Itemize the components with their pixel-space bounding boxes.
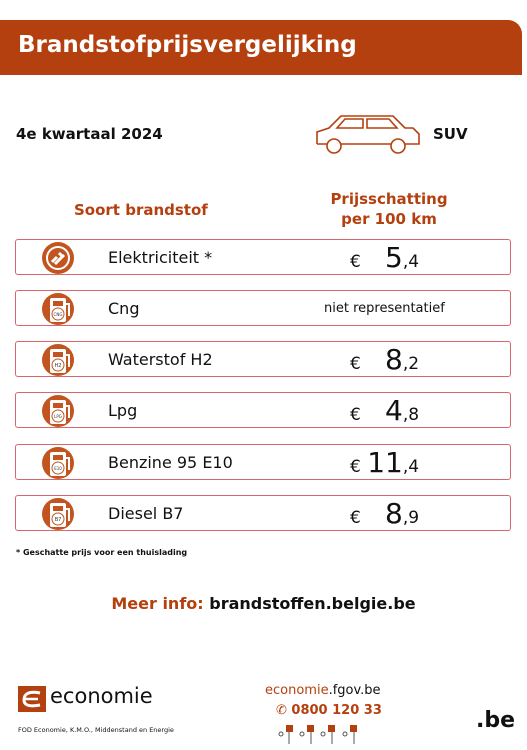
- car-icon: [316, 115, 420, 154]
- price-whole: 4: [385, 394, 403, 427]
- currency: €: [350, 354, 361, 374]
- price-whole: 11: [367, 446, 403, 479]
- price-fraction: ,4: [402, 457, 420, 477]
- currency: €: [350, 405, 361, 425]
- price-fraction: ,2: [402, 354, 420, 374]
- title: Brandstofprijsvergelijking: [18, 32, 357, 58]
- header-line: Prijsschatting: [330, 190, 448, 208]
- fuel-icon: CNG: [42, 293, 74, 325]
- price-fraction: ,8: [402, 405, 420, 425]
- social-icons: [278, 725, 357, 744]
- price: €5,4: [350, 241, 419, 274]
- price-fraction: ,4: [402, 252, 420, 272]
- currency: €: [350, 508, 361, 528]
- fuel-row: CNG Cng niet representatief: [15, 290, 511, 326]
- column-header: Prijsschatting per 100 km: [318, 189, 460, 229]
- price-whole: 8: [385, 497, 403, 530]
- price-whole: 5: [385, 241, 403, 274]
- footnote: * Geschatte prijs voor een thuislading: [16, 548, 188, 557]
- website[interactable]: economie.fgov.be: [265, 683, 381, 698]
- currency: €: [350, 252, 361, 272]
- fuel-name: Lpg: [108, 401, 138, 420]
- icon-label: CNG: [54, 312, 63, 317]
- fuel-row: Elektriciteit * €5,4: [15, 239, 511, 275]
- header-line: per 100 km: [341, 210, 437, 228]
- icon-label: H2: [55, 363, 62, 369]
- vehicle: SUV: [433, 125, 468, 143]
- price-fraction: ,9: [402, 508, 420, 528]
- fuel-row: LPG Lpg €4,8: [15, 392, 511, 428]
- fuel-icon: [42, 242, 74, 274]
- icon-label: E10: [54, 466, 62, 471]
- phone: ✆ 0800 120 33: [276, 703, 382, 718]
- price-whole: 8: [385, 343, 403, 376]
- fuel-name: Elektriciteit *: [108, 248, 213, 267]
- org: FOD Economie, K.M.O., Middenstand en Ene…: [18, 726, 174, 734]
- fuel-row: B7 Diesel B7 €8,9: [15, 495, 511, 531]
- column-header: Soort brandstof: [74, 201, 208, 219]
- icon-label: LPG: [54, 414, 62, 419]
- more-info-label: Meer info:: [111, 594, 204, 613]
- more-info: Meer info: brandstoffen.belgie.be: [0, 594, 527, 613]
- fuel-icon: E10: [42, 447, 74, 479]
- logo-icon: [18, 686, 46, 712]
- fuel-icon: H2: [42, 344, 74, 376]
- price: €11,4: [350, 446, 419, 479]
- phone-number: 0800 120 33: [291, 703, 382, 718]
- price: €4,8: [350, 394, 419, 427]
- icon-label: B7: [55, 517, 62, 523]
- fuel-name: Waterstof H2: [108, 350, 213, 369]
- website-suffix: .fgov.be: [328, 683, 381, 698]
- fuel-name: Cng: [108, 299, 140, 318]
- logo-text: economie: [50, 684, 153, 708]
- currency: €: [350, 457, 361, 477]
- fuel-row: H2 Waterstof H2 €8,2: [15, 341, 511, 377]
- website-prefix: economie: [265, 683, 329, 698]
- period: 4e kwartaal 2024: [16, 125, 163, 143]
- fuel-icon: B7: [42, 498, 74, 530]
- fuel-name: Benzine 95 E10: [108, 453, 233, 472]
- price: €8,9: [350, 497, 419, 530]
- price: €8,2: [350, 343, 419, 376]
- more-info-link[interactable]: brandstoffen.belgie.be: [209, 594, 416, 613]
- fuel-icon: LPG: [42, 395, 74, 427]
- header: Brandstofprijsvergelijking: [0, 20, 522, 75]
- price-note: niet representatief: [324, 301, 445, 316]
- fuel-row: E10 Benzine 95 E10 €11,4: [15, 444, 511, 480]
- brand: .be: [476, 708, 516, 733]
- fuel-name: Diesel B7: [108, 504, 184, 523]
